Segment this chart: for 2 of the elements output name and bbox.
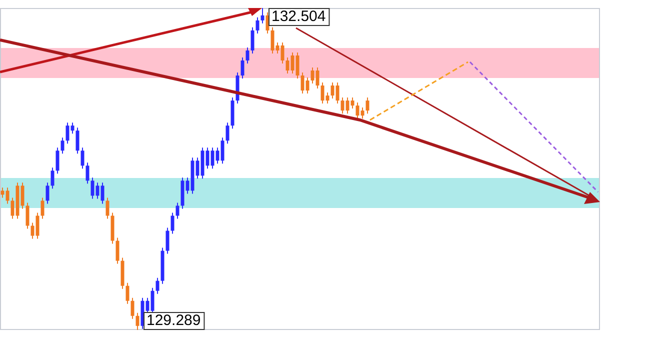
annotation: 132.504 [272, 8, 326, 26]
annotation: 129.289 [146, 312, 201, 330]
